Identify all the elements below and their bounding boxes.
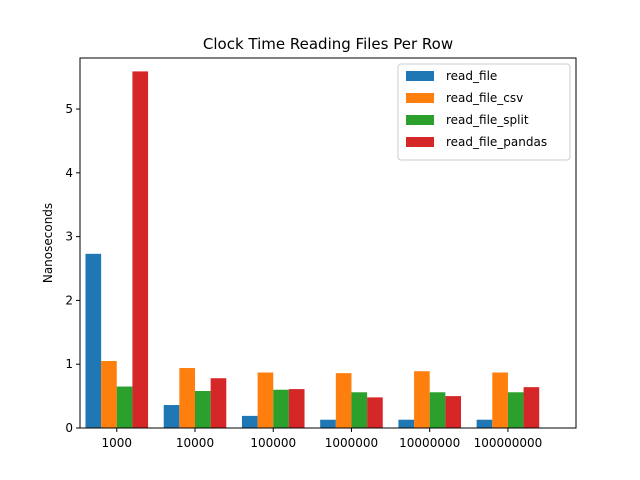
chart-title: Clock Time Reading Files Per Row (203, 35, 453, 53)
y-tick-label: 3 (65, 230, 73, 244)
y-tick-label: 4 (65, 166, 73, 180)
y-tick-label: 2 (65, 293, 73, 307)
bar-read-file-csv-10000000 (414, 371, 430, 428)
bar-read-file-split-100000 (273, 389, 289, 428)
bar-read-file-pandas-10000000 (445, 396, 461, 428)
bar-read-file-1000000 (320, 419, 336, 428)
y-tick-label: 5 (65, 102, 73, 116)
bar-read-file-split-10000000 (429, 392, 446, 428)
bar-read-file-10000 (163, 405, 180, 428)
bar-read-file-split-1000000 (351, 392, 368, 428)
y-axis-label: Nanoseconds (41, 203, 55, 283)
bar-read-file-pandas-1000000 (367, 397, 383, 428)
x-tick-label: 100000000 (474, 436, 543, 450)
bar-read-file-split-100000000 (507, 392, 524, 428)
x-tick-label: 1000000 (325, 436, 378, 450)
legend-swatch-read-file (406, 71, 434, 81)
bar-read-file-10000000 (398, 419, 415, 428)
bar-read-file-100000000 (476, 419, 493, 428)
bar-read-file-pandas-100000000 (523, 387, 540, 428)
bars-group (85, 71, 540, 429)
x-tick-label: 1000 (101, 436, 132, 450)
bar-read-file-split-10000 (195, 391, 211, 428)
legend-label-read-file-pandas: read_file_pandas (446, 135, 547, 149)
legend-swatch-read-file-split (406, 115, 434, 125)
legend: read_file read_file_csv read_file_splitrea… (397, 63, 571, 161)
legend-label-read-file: read_file (446, 69, 497, 83)
bar-read-file-csv-100000000 (492, 372, 508, 428)
legend-swatch-read-file-pandas (406, 137, 434, 147)
bar-read-file-csv-1000000 (335, 373, 352, 428)
bar-read-file-csv-10000 (179, 368, 196, 428)
bar-read-file-csv-1000 (101, 361, 117, 428)
bar-read-file-1000 (85, 253, 102, 428)
x-tick-label: 10000000 (399, 436, 460, 450)
plot-area-frame (79, 57, 577, 429)
y-axis: 0 1 2 3 4 5 (65, 102, 80, 435)
x-tick-label: 100000 (250, 436, 296, 450)
y-tick-label: 1 (65, 357, 73, 371)
x-tick-label: 10000 (176, 436, 214, 450)
bar-read-file-csv-100000 (257, 372, 274, 428)
legend-label-read-file-csv: read_file_csv (446, 91, 523, 105)
x-axis: 1000 10000 100000 1000000 10000000 100000000 (101, 428, 542, 450)
bar-read-file-pandas-100000 (288, 389, 305, 428)
legend-swatch-read-file-csv (406, 93, 434, 103)
y-tick-label: 0 (65, 421, 73, 435)
legend-frame (397, 63, 571, 161)
bar-read-file-100000 (241, 415, 258, 428)
bar-read-file-pandas-1000 (132, 71, 149, 429)
bar-read-file-pandas-10000 (210, 378, 227, 428)
bar-read-file-split-1000 (116, 386, 133, 428)
legend-label-read-file-split: read_file_split (446, 113, 529, 127)
